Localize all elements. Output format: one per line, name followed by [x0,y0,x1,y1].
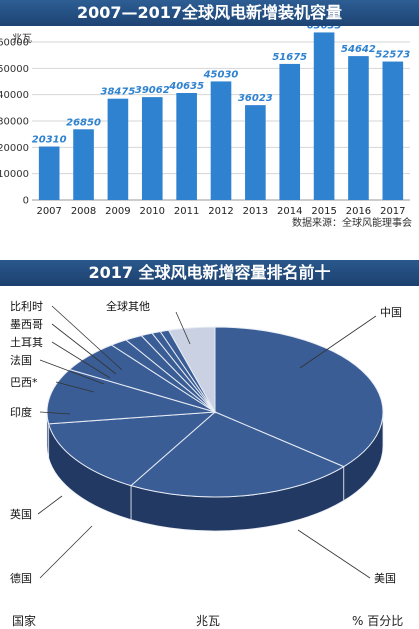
leader-line [299,315,377,369]
footer-country-label: 国家 [12,614,37,628]
x-tick-label: 2007 [36,206,61,217]
pie-label-5: 印度 [10,405,32,419]
bar-2009 [107,98,129,200]
bar-value-label: 51675 [272,52,307,63]
pie-label-10: 比利时 [10,300,43,313]
x-tick-label: 2016 [346,206,371,217]
x-tick-label: 2011 [174,206,199,217]
leader-line [37,495,63,515]
pie-label-7: 法国 [10,353,32,367]
x-tick-label: 2015 [311,206,336,217]
pie-label-11: 全球其他 [106,299,150,313]
source-note: 数据来源：全球风能理事会 [292,216,412,229]
leader-line [51,323,117,375]
bar-value-label: 40635 [168,81,204,92]
pie-slice-11 [167,326,216,414]
x-tick-label: 2010 [140,206,165,217]
bar-2007 [38,146,60,200]
bar-value-label: 38475 [101,87,136,98]
x-tick-label: 2014 [277,206,302,217]
y-tick-label: 50000 [0,64,29,75]
bar-2011 [176,92,197,200]
y-tick-label: 20000 [0,143,29,154]
leader-line [51,305,123,371]
pie-label-1: 中国 [380,306,402,319]
bar-2010 [141,97,163,200]
x-tick-label: 2012 [208,206,233,217]
pie-label-8: 土耳其 [10,336,43,349]
bar-2008 [73,129,94,200]
bar-2016 [348,56,369,200]
y-tick-label: 60000 [0,38,29,49]
bar-value-label: 36023 [238,93,273,104]
pie-label-2: 美国 [374,572,396,585]
y-tick-label: 30000 [0,117,29,128]
y-axis-label: 兆瓦 [12,33,32,45]
bar-value-label: 20310 [32,135,67,146]
leader-line [39,525,93,579]
y-tick-label: 40000 [0,90,29,101]
footer-percent-label: % 百分比 [352,614,404,628]
pie-slice-3 [47,411,217,487]
bar-value-label: 54642 [341,44,376,55]
y-tick-label: 10000 [0,169,29,180]
bar-2014 [279,63,301,200]
bar-value-label: 45030 [203,69,239,80]
leader-line [51,341,111,379]
pie-slice-4 [46,368,216,425]
pie-chart-title: 2017 全球风电新增容量排名前十 [0,260,419,286]
bar-2013 [245,105,266,200]
leader-line [175,311,191,345]
leader-line [297,529,371,579]
pie-label-4: 英国 [10,507,32,521]
bar-2015 [313,32,335,200]
y-tick-label: 0 [23,196,29,207]
x-tick-label: 2013 [243,206,268,217]
bar-value-label: 26850 [66,117,101,128]
x-tick-label: 2009 [105,206,130,217]
pie-label-3: 德国 [10,571,32,585]
bar-value-label: 52573 [375,50,410,61]
x-tick-label: 2017 [380,206,405,217]
pie-slice-1 [214,326,384,468]
leader-line [39,359,105,385]
x-tick-label: 2008 [71,206,96,217]
pie-label-6: 巴西* [10,376,38,389]
bar-value-label: 63633 [307,26,342,31]
bar-chart-title: 2007—2017全球风电新增装机容量 [0,0,419,26]
bar-value-label: 39062 [135,85,170,96]
leader-line [39,411,71,415]
pie-label-9: 墨西哥 [10,318,43,331]
pie-slice-2 [129,411,345,498]
bar-2017 [382,61,404,200]
bar-2012 [210,81,232,200]
leader-line [55,381,95,393]
footer-mw-label: 兆瓦 [196,614,221,628]
